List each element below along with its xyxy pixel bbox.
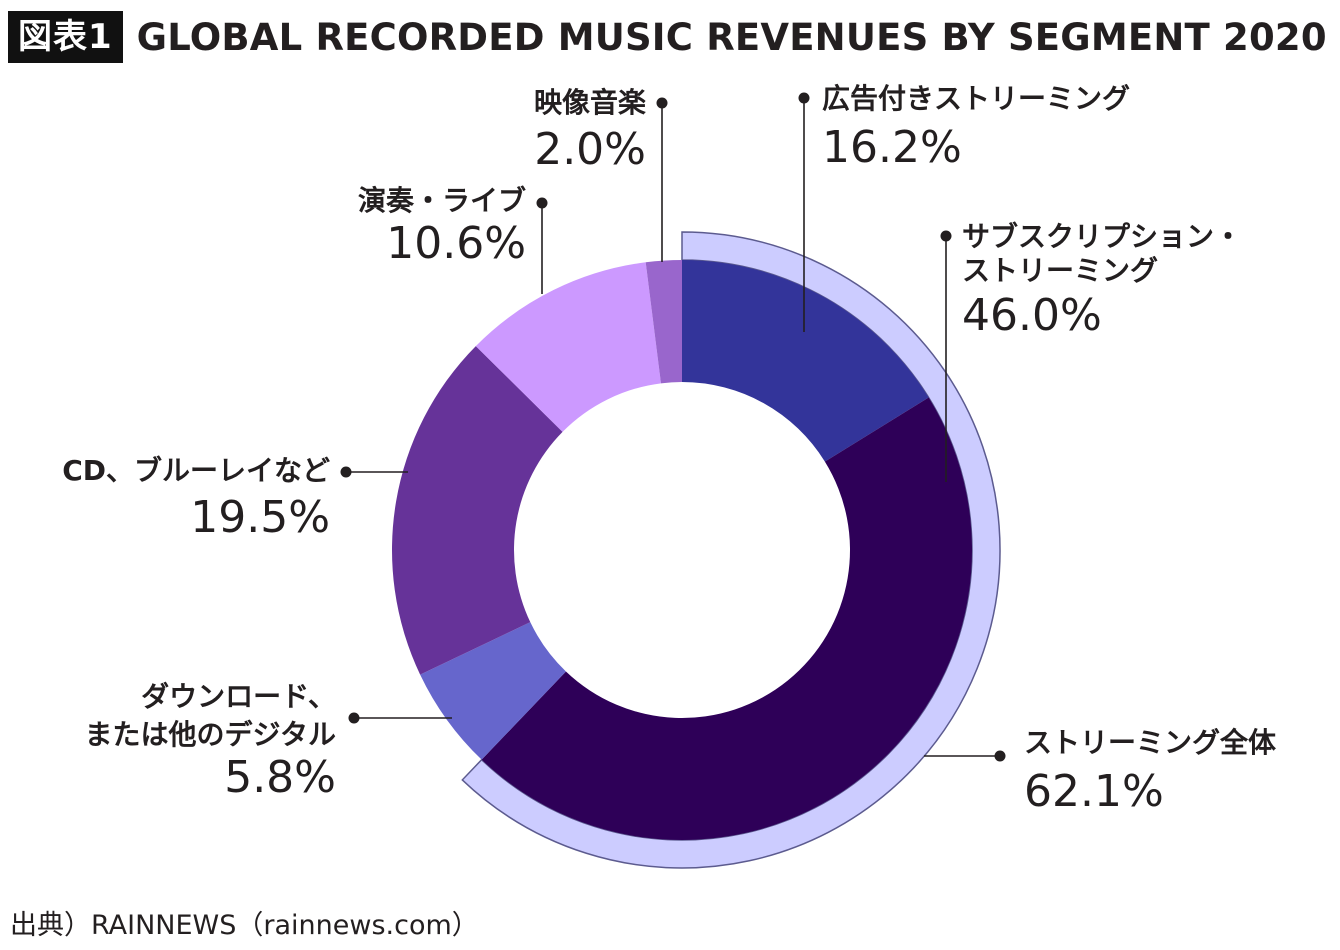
leader-dot-subscription <box>940 230 952 242</box>
slice-ad-supported-streaming <box>682 260 929 462</box>
slice-physical-cd-bluray <box>391 346 563 675</box>
leader-dot-streaming-total <box>994 750 1006 762</box>
label-subscription: サブスクリプション・ <box>962 220 1242 253</box>
leader-dot-sync <box>656 97 668 109</box>
leader-dot-physical <box>340 466 352 478</box>
label-physical: CD、ブルーレイなど <box>62 454 330 487</box>
value-download: 5.8% <box>224 752 336 803</box>
figure-badge: 図表1 <box>8 11 123 63</box>
slice-subscription-streaming <box>481 397 972 840</box>
leader-dot-ad-supported <box>798 92 810 104</box>
chart-title: GLOBAL RECORDED MUSIC REVENUES BY SEGMEN… <box>136 15 1327 59</box>
leader-dot-live <box>536 197 548 209</box>
label-sync: 映像音楽 <box>534 86 646 119</box>
label-download: ダウンロード、 <box>141 680 336 713</box>
source-note: 出典）RAINNEWS（rainnews.com） <box>10 910 479 941</box>
value-live: 10.6% <box>386 218 526 269</box>
chart-header: 図表1 GLOBAL RECORDED MUSIC REVENUES BY SE… <box>8 8 1327 66</box>
value-sync: 2.0% <box>534 124 646 175</box>
label-streaming-total: ストリーミング全体 <box>1024 726 1277 759</box>
slice-performance-live <box>475 262 661 432</box>
leader-dot-download <box>348 712 360 724</box>
slice-download-digital <box>420 622 566 760</box>
value-subscription: 46.0% <box>962 290 1102 341</box>
value-physical: 19.5% <box>190 492 330 543</box>
value-ad-supported: 16.2% <box>822 122 962 173</box>
value-streaming-total: 62.1% <box>1024 766 1164 817</box>
label-subscription: ストリーミング <box>962 254 1158 287</box>
slice-sync-music <box>645 260 682 384</box>
label-live: 演奏・ライブ <box>358 184 526 217</box>
label-download: または他のデジタル <box>85 718 336 751</box>
label-ad-supported: 広告付きストリーミング <box>822 82 1130 115</box>
